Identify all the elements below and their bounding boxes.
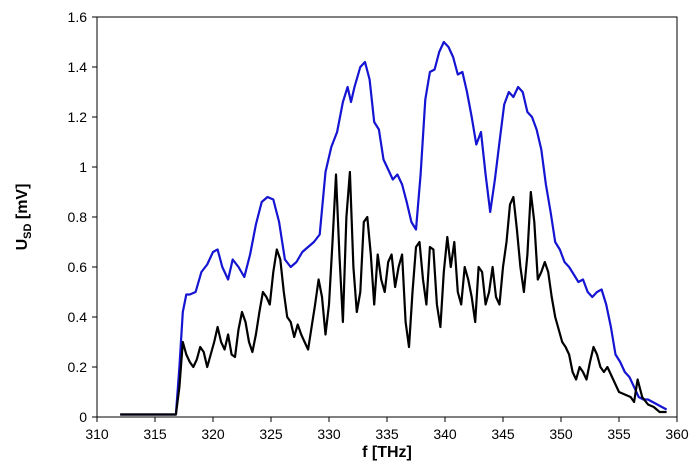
y-tick-label: 0.2 — [68, 359, 88, 375]
y-tick-label: 1 — [79, 159, 87, 175]
y-axis: 0 0.2 0.4 0.6 0.8 1 1.2 1.4 1.6 — [68, 9, 97, 425]
y-tick-label: 1.4 — [68, 59, 88, 75]
y-axis-title-sub: SD — [22, 224, 34, 239]
x-tick-label: 355 — [607, 426, 631, 442]
y-axis-title: USD [mV] — [14, 184, 34, 251]
y-tick-label: 0 — [79, 409, 87, 425]
y-tick-label: 1.2 — [68, 109, 88, 125]
y-tick-label: 0.6 — [68, 259, 88, 275]
series-line-1 — [120, 40, 668, 416]
x-tick-label: 315 — [143, 426, 167, 442]
x-tick-label: 345 — [491, 426, 515, 442]
x-tick-label: 360 — [665, 426, 689, 442]
series-layer — [120, 40, 668, 416]
x-tick-label: 335 — [375, 426, 399, 442]
y-axis-title-unit: [mV] — [14, 184, 31, 224]
x-tick-label: 320 — [201, 426, 225, 442]
x-tick-label: 325 — [259, 426, 283, 442]
series-line-2 — [120, 170, 667, 416]
x-tick-label: 330 — [317, 426, 341, 442]
x-tick-label: 340 — [433, 426, 457, 442]
y-tick-label: 1.6 — [68, 9, 88, 25]
x-tick-label: 350 — [549, 426, 573, 442]
y-tick-label: 0.8 — [68, 209, 88, 225]
y-tick-label: 0.4 — [68, 309, 88, 325]
y-axis-title-main: U — [14, 239, 31, 251]
x-tick-label: 310 — [85, 426, 109, 442]
x-axis-title: f [THz] — [362, 444, 412, 461]
x-axis: 310 315 320 325 330 335 340 345 350 355 360 — [85, 417, 689, 442]
plot-frame — [96, 16, 678, 418]
plot-area — [96, 16, 678, 418]
